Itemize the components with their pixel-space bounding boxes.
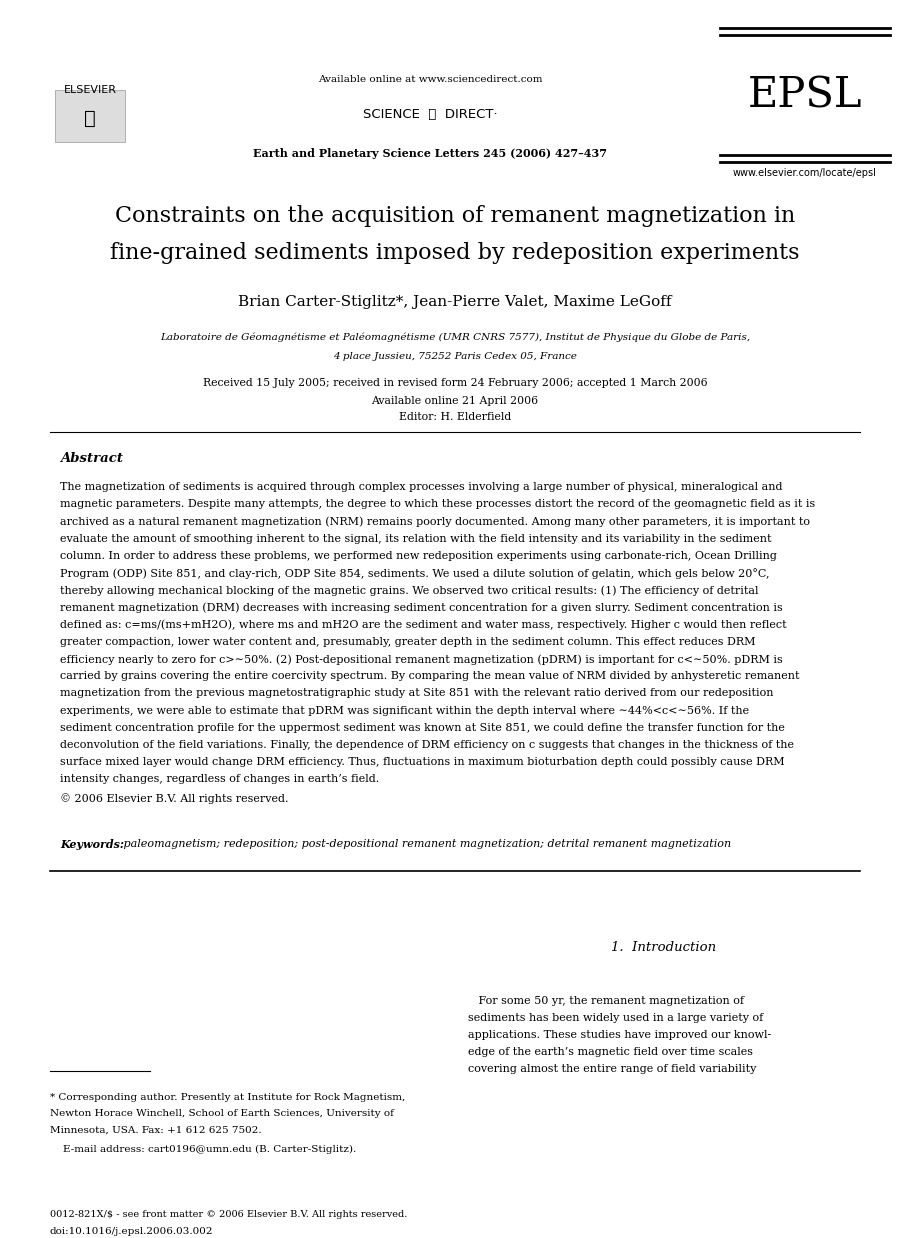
Bar — [55, 90, 125, 142]
Text: surface mixed layer would change DRM efficiency. Thus, fluctuations in maximum b: surface mixed layer would change DRM eff… — [60, 758, 785, 768]
Text: archived as a natural remanent magnetization (NRM) remains poorly documented. Am: archived as a natural remanent magnetiza… — [60, 516, 810, 527]
Text: column. In order to address these problems, we performed new redeposition experi: column. In order to address these proble… — [60, 551, 777, 561]
Text: efficiency nearly to zero for c>∼50%. (2) Post-depositional remanent magnetizati: efficiency nearly to zero for c>∼50%. (2… — [60, 654, 783, 665]
Text: Newton Horace Winchell, School of Earth Sciences, University of: Newton Horace Winchell, School of Earth … — [50, 1109, 394, 1118]
Text: * Corresponding author. Presently at Institute for Rock Magnetism,: * Corresponding author. Presently at Ins… — [50, 1093, 405, 1102]
Text: 4 place Jussieu, 75252 Paris Cedex 05, France: 4 place Jussieu, 75252 Paris Cedex 05, F… — [333, 352, 577, 361]
Text: Minnesota, USA. Fax: +1 612 625 7502.: Minnesota, USA. Fax: +1 612 625 7502. — [50, 1125, 261, 1134]
Text: 1.  Introduction: 1. Introduction — [611, 941, 717, 953]
Text: Keywords:: Keywords: — [60, 838, 124, 849]
Text: greater compaction, lower water content and, presumably, greater depth in the se: greater compaction, lower water content … — [60, 636, 756, 646]
Text: SCIENCE  ⓐ  DIRECT·: SCIENCE ⓐ DIRECT· — [363, 108, 497, 121]
Text: doi:10.1016/j.epsl.2006.03.002: doi:10.1016/j.epsl.2006.03.002 — [50, 1227, 213, 1236]
Text: intensity changes, regardless of changes in earth’s field.: intensity changes, regardless of changes… — [60, 775, 379, 785]
Text: deconvolution of the field variations. Finally, the dependence of DRM efficiency: deconvolution of the field variations. F… — [60, 740, 794, 750]
Text: Laboratoire de Géomagnétisme et Paléomagnétisme (UMR CNRS 7577), Institut de Phy: Laboratoire de Géomagnétisme et Paléomag… — [160, 332, 750, 342]
Text: Available online 21 April 2006: Available online 21 April 2006 — [372, 396, 539, 406]
Text: evaluate the amount of smoothing inherent to the signal, its relation with the f: evaluate the amount of smoothing inheren… — [60, 534, 772, 543]
Text: sediments has been widely used in a large variety of: sediments has been widely used in a larg… — [467, 1013, 763, 1023]
Text: E-mail address: cart0196@umn.edu (B. Carter-Stiglitz).: E-mail address: cart0196@umn.edu (B. Car… — [50, 1145, 356, 1154]
Text: paleomagnetism; redeposition; post-depositional remanent magnetization; detrital: paleomagnetism; redeposition; post-depos… — [120, 838, 731, 848]
Text: Available online at www.sciencedirect.com: Available online at www.sciencedirect.co… — [317, 76, 542, 84]
Text: sediment concentration profile for the uppermost sediment was known at Site 851,: sediment concentration profile for the u… — [60, 723, 785, 733]
Text: carried by grains covering the entire coercivity spectrum. By comparing the mean: carried by grains covering the entire co… — [60, 671, 799, 681]
Text: Abstract: Abstract — [60, 452, 123, 465]
Text: magnetic parameters. Despite many attempts, the degree to which these processes : magnetic parameters. Despite many attemp… — [60, 499, 815, 509]
Text: edge of the earth’s magnetic field over time scales: edge of the earth’s magnetic field over … — [467, 1047, 753, 1057]
Text: Earth and Planetary Science Letters 245 (2006) 427–437: Earth and Planetary Science Letters 245 … — [253, 149, 607, 158]
Text: covering almost the entire range of field variability: covering almost the entire range of fiel… — [467, 1065, 756, 1075]
Text: © 2006 Elsevier B.V. All rights reserved.: © 2006 Elsevier B.V. All rights reserved… — [60, 794, 288, 805]
Text: EPSL: EPSL — [747, 76, 863, 118]
Text: fine-grained sediments imposed by redeposition experiments: fine-grained sediments imposed by redepo… — [111, 241, 800, 264]
Text: thereby allowing mechanical blocking of the magnetic grains. We observed two cri: thereby allowing mechanical blocking of … — [60, 586, 758, 595]
Text: defined as: c=ms/(ms+mH2O), where ms and mH2O are the sediment and water mass, r: defined as: c=ms/(ms+mH2O), where ms and… — [60, 619, 786, 630]
Text: Brian Carter-Stiglitz*, Jean-Pierre Valet, Maxime LeGoff: Brian Carter-Stiglitz*, Jean-Pierre Vale… — [239, 295, 672, 310]
Text: applications. These studies have improved our knowl-: applications. These studies have improve… — [467, 1030, 771, 1040]
Text: experiments, we were able to estimate that pDRM was significant within the depth: experiments, we were able to estimate th… — [60, 706, 749, 716]
Text: www.elsevier.com/locate/epsl: www.elsevier.com/locate/epsl — [733, 168, 877, 178]
Text: remanent magnetization (DRM) decreases with increasing sediment concentration fo: remanent magnetization (DRM) decreases w… — [60, 603, 783, 613]
Text: 0012-821X/$ - see front matter © 2006 Elsevier B.V. All rights reserved.: 0012-821X/$ - see front matter © 2006 El… — [50, 1210, 407, 1219]
Text: ELSEVIER: ELSEVIER — [63, 85, 116, 95]
Text: The magnetization of sediments is acquired through complex processes involving a: The magnetization of sediments is acquir… — [60, 482, 783, 491]
Text: magnetization from the previous magnetostratigraphic study at Site 851 with the : magnetization from the previous magnetos… — [60, 688, 774, 698]
Text: Program (ODP) Site 851, and clay-rich, ODP Site 854, sediments. We used a dilute: Program (ODP) Site 851, and clay-rich, O… — [60, 568, 769, 579]
Text: For some 50 yr, the remanent magnetization of: For some 50 yr, the remanent magnetizati… — [467, 995, 744, 1005]
Text: Constraints on the acquisition of remanent magnetization in: Constraints on the acquisition of remane… — [115, 206, 795, 227]
Text: 🌳: 🌳 — [84, 109, 96, 128]
Text: Received 15 July 2005; received in revised form 24 February 2006; accepted 1 Mar: Received 15 July 2005; received in revis… — [202, 378, 707, 387]
Text: Editor: H. Elderfield: Editor: H. Elderfield — [399, 412, 512, 422]
